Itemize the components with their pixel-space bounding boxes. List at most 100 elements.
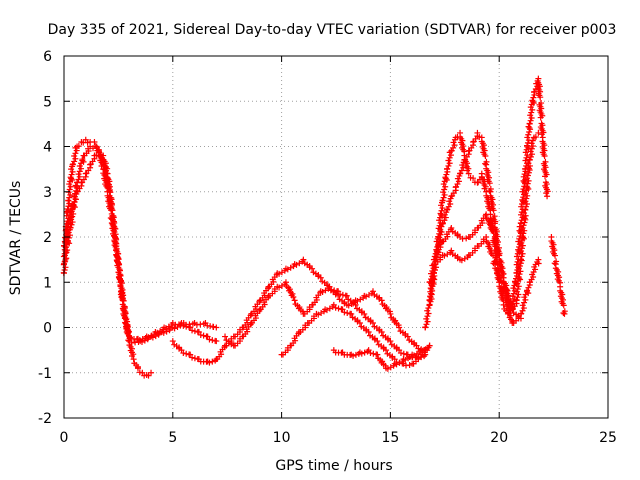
- data-point-track-d: [169, 338, 176, 345]
- data-point-track-i: [482, 153, 489, 160]
- data-point-track-i: [455, 178, 462, 185]
- data-point-track-b: [197, 331, 204, 338]
- data-point-track-i: [474, 129, 481, 136]
- data-point-track-d: [339, 291, 346, 298]
- data-point-track-h: [436, 217, 443, 224]
- data-point-track-h: [528, 109, 535, 116]
- data-point-track-h: [521, 171, 528, 178]
- data-point-track-l: [552, 252, 559, 259]
- data-point-track-d: [343, 292, 350, 299]
- data-point-track-a: [134, 365, 141, 372]
- data-point-track-j: [429, 267, 436, 274]
- data-point-track-a: [65, 197, 72, 204]
- data-point-track-c: [61, 252, 68, 259]
- data-point-track-h: [526, 120, 533, 127]
- data-point-track-a: [71, 158, 78, 165]
- data-point-track-g: [361, 349, 368, 356]
- data-point-track-h: [525, 123, 532, 130]
- data-point-track-j: [490, 252, 497, 259]
- data-point-track-h: [423, 315, 430, 322]
- data-point-track-c: [110, 227, 117, 234]
- data-point-track-h: [537, 94, 544, 101]
- data-point-track-j: [428, 270, 435, 277]
- data-point-track-i: [518, 253, 525, 260]
- data-point-track-i: [523, 195, 530, 202]
- x-tick-label: 0: [60, 430, 69, 446]
- data-point-track-e: [222, 333, 229, 340]
- data-point-track-i: [516, 271, 523, 278]
- data-point-track-j: [519, 302, 526, 309]
- data-point-track-d: [369, 319, 376, 326]
- data-point-track-h: [544, 193, 551, 200]
- data-point-track-f: [335, 305, 342, 312]
- data-point-track-h: [527, 104, 534, 111]
- data-point-track-f: [348, 310, 355, 317]
- data-point-track-h: [541, 153, 548, 160]
- data-point-track-h: [524, 142, 531, 149]
- data-point-track-h: [470, 175, 477, 182]
- data-point-track-b: [206, 336, 213, 343]
- data-point-track-e: [326, 283, 333, 290]
- data-point-track-e: [335, 292, 342, 299]
- data-point-track-f: [374, 338, 381, 345]
- data-point-track-d: [183, 350, 190, 357]
- y-axis-label: SDTVAR / TECUs: [8, 181, 24, 296]
- data-point-track-k: [509, 306, 516, 313]
- data-point-track-c: [65, 234, 72, 241]
- data-point-track-h: [424, 318, 431, 325]
- x-axis-label: GPS time / hours: [275, 458, 392, 474]
- data-point-track-h: [424, 307, 431, 314]
- data-point-track-c: [71, 193, 78, 200]
- data-point-track-c: [74, 179, 81, 186]
- data-point-track-h: [451, 142, 458, 149]
- x-tick-label: 5: [168, 430, 177, 446]
- data-point-track-c: [69, 213, 76, 220]
- data-point-track-h: [442, 183, 449, 190]
- data-point-track-i: [518, 245, 525, 252]
- data-point-track-i: [427, 288, 434, 295]
- data-point-track-b: [209, 337, 216, 344]
- data-point-track-i: [528, 140, 535, 147]
- data-point-track-c: [64, 247, 71, 254]
- data-point-track-h: [423, 321, 430, 328]
- data-point-track-i: [519, 233, 526, 240]
- data-point-track-i: [535, 129, 542, 136]
- data-point-track-i: [522, 198, 529, 205]
- data-point-track-i: [517, 256, 524, 263]
- data-point-track-k: [490, 228, 497, 235]
- data-point-track-c: [141, 337, 148, 344]
- data-point-track-k: [496, 252, 503, 259]
- data-point-track-c: [68, 208, 75, 215]
- data-point-track-i: [521, 210, 528, 217]
- data-point-track-j: [535, 256, 542, 263]
- data-point-track-h: [441, 191, 448, 198]
- data-point-track-i: [532, 133, 539, 140]
- data-point-track-a: [130, 356, 137, 363]
- data-point-track-h: [520, 194, 527, 201]
- data-point-track-h: [445, 157, 452, 164]
- y-tick-label: 3: [43, 185, 52, 201]
- data-point-track-l: [551, 260, 558, 267]
- data-point-track-c: [75, 171, 82, 178]
- data-point-track-h: [438, 207, 445, 214]
- data-point-track-l: [560, 302, 567, 309]
- data-point-track-i: [486, 187, 493, 194]
- data-point-track-c: [160, 329, 167, 336]
- data-point-track-a: [68, 171, 75, 178]
- data-point-track-e: [369, 288, 376, 295]
- data-point-track-i: [437, 231, 444, 238]
- data-point-track-h: [446, 154, 453, 161]
- data-point-track-h: [522, 149, 529, 156]
- x-tick-label: 25: [599, 430, 617, 446]
- data-point-track-i: [527, 153, 534, 160]
- data-point-track-k: [498, 272, 505, 279]
- data-point-track-h: [517, 229, 524, 236]
- x-axis-ticks: 0 5 10 15 20 25: [60, 56, 617, 446]
- data-point-track-h: [465, 170, 472, 177]
- grid: [64, 56, 608, 418]
- y-tick-label: 6: [43, 49, 52, 65]
- data-point-track-i: [514, 286, 521, 293]
- data-point-track-i: [482, 160, 489, 167]
- data-point-track-h: [513, 269, 520, 276]
- data-point-track-d: [300, 256, 307, 263]
